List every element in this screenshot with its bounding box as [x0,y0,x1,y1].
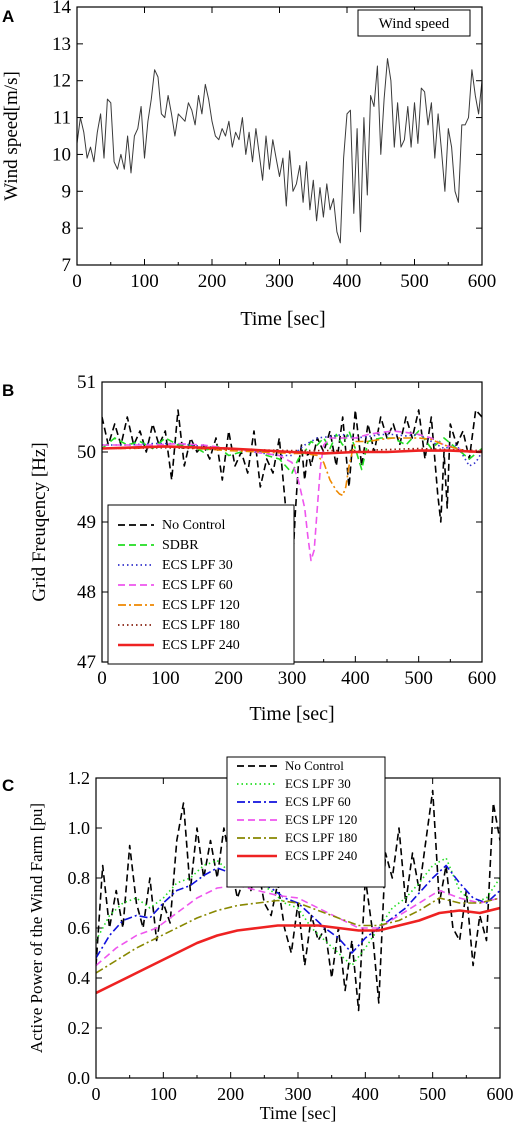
series-line-ecs-lpf-180 [102,446,482,452]
x-tick-label: 200 [198,271,227,292]
series-group [102,409,482,579]
x-tick-label: 500 [400,271,429,292]
legend-entry-label: ECS LPF 180 [162,618,240,633]
legend: No Control SDBR ECS LPF 30 ECS LPF 60 ECS LP… [107,504,295,665]
y-tick-label: 0.0 [68,1068,91,1088]
legend-entry-label: No Control [162,518,226,533]
legend-entry-label: SDBR [162,538,199,553]
y-tick-label: 50 [77,442,96,463]
x-tick-label: 400 [341,668,370,689]
x-tick-label: 600 [468,668,497,689]
series-line-wind-speed [77,58,482,244]
y-tick-label: 0.4 [68,968,91,988]
series-line-ecs-lpf-120 [96,884,500,967]
x-tick-label: 0 [72,271,82,292]
series-line-ecs-lpf-30 [96,857,500,967]
legend-entry-label: ECS LPF 240 [285,848,357,863]
y-tick-label: 51 [77,372,96,393]
legend-box [107,504,295,665]
chart-panel-b: B 0 100 200 300 400 500 600 47 48 49 50 51 Time [sec]… [2,372,496,725]
legend-entry-label: ECS LPF 240 [162,638,240,653]
x-tick-label: 300 [278,668,307,689]
series-line-no-control [96,789,500,1012]
legend-entry-label: ECS LPF 120 [162,598,240,613]
x-tick-label: 500 [419,1084,446,1104]
series-line-ecs-lpf-240 [96,906,500,995]
y-tick-label: 0.6 [68,918,91,938]
y-tick-label: 7 [62,255,72,276]
y-axis-label: Grid Freuqency [Hz] [29,442,50,601]
x-axis-label: Time [sec] [249,703,334,725]
panel-letter: A [2,7,14,26]
x-tick-label: 300 [265,271,294,292]
legend-entry-label: No Control [285,758,344,773]
y-tick-label: 9 [62,181,72,202]
x-tick-label: 600 [487,1084,514,1104]
series-line-ecs-lpf-120 [102,437,482,497]
y-tick-label: 0.8 [68,868,91,888]
y-tick-label: 12 [52,71,71,92]
series-line-ecs-lpf-60 [96,864,500,959]
x-tick-label: 0 [97,668,107,689]
series-group [96,789,500,1012]
panel-letter: C [2,776,14,795]
y-tick-label: 8 [62,218,72,239]
y-tick-label: 1.2 [68,768,91,788]
x-tick-label: 100 [151,668,180,689]
legend: Wind speed [357,9,471,37]
y-tick-label: 11 [53,108,71,129]
y-tick-label: 48 [77,582,96,603]
x-tick-label: 100 [150,1084,177,1104]
y-tick-label: 1.0 [68,818,91,838]
plot-frame [76,6,483,266]
x-axis-label: Time [sec] [260,1103,337,1123]
y-tick-label: 47 [77,652,96,673]
series-group [77,58,482,244]
chart-panel-a: A 0 100 200 300 400 500 600 7 8 9 10 11 12 13 14 Time [s… [1,0,496,330]
legend: No Control ECS LPF 30 ECS LPF 60 ECS LPF 12… [226,756,386,888]
legend-entry-label: ECS LPF 60 [285,794,351,809]
x-tick-label: 300 [285,1084,312,1104]
x-tick-label: 600 [468,271,497,292]
legend-entry-label: ECS LPF 30 [285,776,351,791]
legend-entry-label: ECS LPF 180 [285,830,357,845]
x-tick-label: 400 [333,271,362,292]
x-tick-label: 200 [214,668,243,689]
panel-letter: B [2,381,14,400]
chart-panel-c: C 0 100 200 300 400 500 600 0.0 0.2 0.4 0.6 0.8 1.0 1.… [2,756,514,1123]
y-tick-label: 14 [52,0,72,18]
series-line-ecs-lpf-240 [102,445,482,455]
x-tick-label: 0 [92,1084,101,1104]
y-axis-label: Active Power of the Wind Farm [pu] [27,803,46,1053]
y-tick-label: 0.2 [68,1018,91,1038]
y-tick-label: 10 [52,144,71,165]
legend-box [226,756,386,888]
series-line-sdbr [102,430,482,474]
x-tick-label: 500 [404,668,433,689]
y-tick-label: 13 [52,34,71,55]
y-axis-label: Wind speed[m/s] [1,71,22,201]
legend-entry-label: ECS LPF 30 [162,558,233,573]
x-axis-label: Time [sec] [240,308,325,330]
legend-entry-label: ECS LPF 60 [162,578,233,593]
y-tick-label: 49 [77,512,96,533]
legend-entry-label: Wind speed [379,16,450,32]
x-tick-label: 400 [352,1084,379,1104]
legend-entry-label: ECS LPF 120 [285,812,357,827]
legend-box [357,9,471,37]
x-tick-label: 100 [130,271,159,292]
x-tick-label: 200 [217,1084,244,1104]
